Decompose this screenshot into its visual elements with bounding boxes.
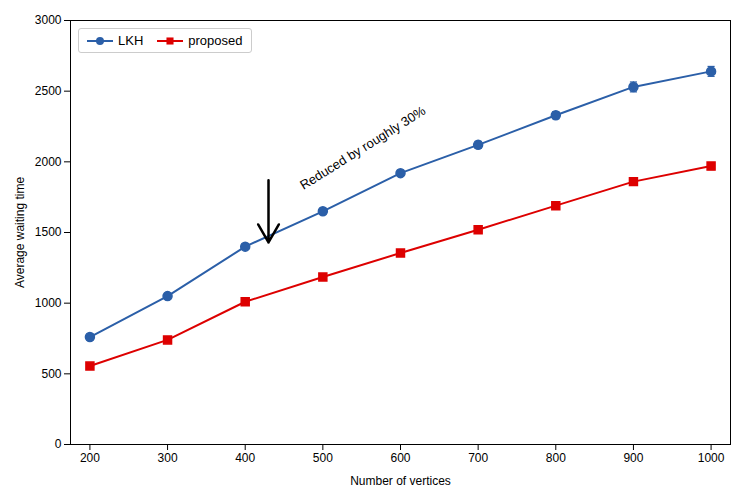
svg-text:3000: 3000 bbox=[35, 13, 62, 27]
svg-text:800: 800 bbox=[546, 451, 566, 465]
svg-text:200: 200 bbox=[80, 451, 100, 465]
html-text:proposed: proposed bbox=[188, 33, 243, 48]
html-text:LKH: LKH bbox=[118, 33, 144, 48]
svg-text:Reduced by roughly 30%: Reduced by roughly 30% bbox=[297, 103, 429, 193]
svg-text:300: 300 bbox=[158, 451, 178, 465]
svg-text:2000: 2000 bbox=[35, 155, 62, 169]
svg-text:0: 0 bbox=[55, 437, 62, 451]
svg-text:2500: 2500 bbox=[35, 84, 62, 98]
svg-text:1000: 1000 bbox=[35, 296, 62, 310]
svg-text:400: 400 bbox=[235, 451, 255, 465]
svg-text:900: 900 bbox=[623, 451, 643, 465]
svg-text:1000: 1000 bbox=[698, 451, 725, 465]
svg-text:700: 700 bbox=[468, 451, 488, 465]
svg-text:500: 500 bbox=[313, 451, 333, 465]
svg-text:1500: 1500 bbox=[35, 225, 62, 239]
svg-text:Average waiting time: Average waiting time bbox=[13, 177, 27, 288]
svg-text:600: 600 bbox=[390, 451, 410, 465]
svg-text:500: 500 bbox=[41, 367, 61, 381]
svg-text:Number of vertices: Number of vertices bbox=[350, 474, 451, 488]
